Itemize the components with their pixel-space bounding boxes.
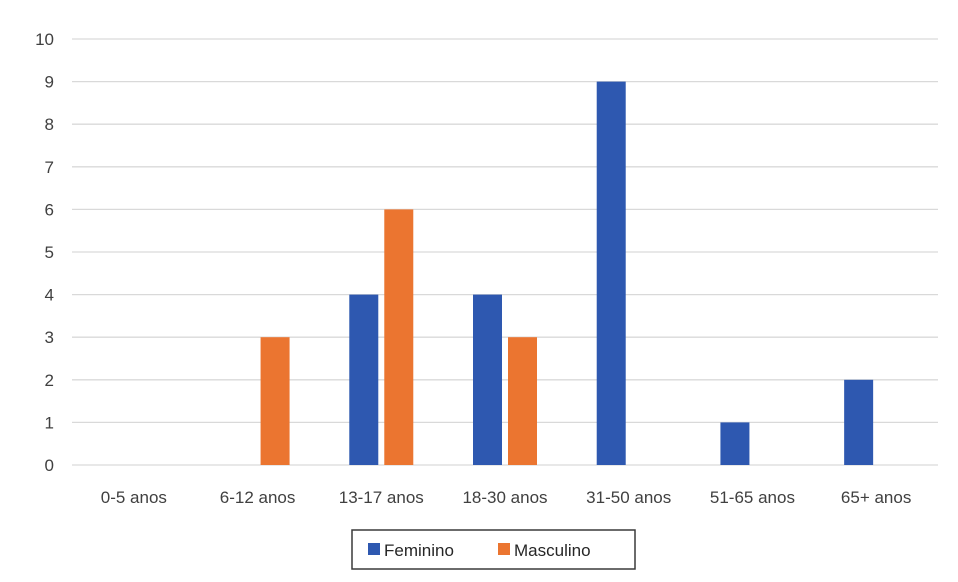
x-tick-label: 0-5 anos (101, 488, 167, 507)
x-tick-label: 6-12 anos (220, 488, 296, 507)
bar-feminino-6 (844, 379, 874, 465)
y-tick-label: 4 (45, 286, 54, 305)
x-tick-label: 31-50 anos (586, 488, 671, 507)
bars (260, 81, 874, 465)
legend-swatch-feminino (368, 543, 380, 555)
y-axis-ticks: 0 1 2 3 4 5 6 7 8 9 10 (35, 30, 54, 475)
bar-feminino-4 (596, 81, 626, 465)
bar-masculino-1 (260, 337, 290, 465)
y-tick-label: 8 (45, 115, 54, 134)
legend-swatch-masculino (498, 543, 510, 555)
legend: Feminino Masculino (351, 529, 636, 570)
x-axis-ticks: 0-5 anos 6-12 anos 13-17 anos 18-30 anos 31-… (101, 488, 912, 507)
y-tick-label: 7 (45, 158, 54, 177)
y-tick-label: 0 (45, 456, 54, 475)
y-tick-label: 5 (45, 243, 54, 262)
bar-feminino-2 (349, 294, 379, 465)
y-tick-label: 1 (45, 413, 54, 432)
legend-box (351, 529, 636, 570)
x-tick-label: 51-65 anos (710, 488, 795, 507)
legend-label-feminino: Feminino (384, 541, 454, 560)
x-tick-label: 18-30 anos (462, 488, 547, 507)
y-tick-label: 9 (45, 73, 54, 92)
x-tick-label: 13-17 anos (339, 488, 424, 507)
legend-label-masculino: Masculino (514, 541, 591, 560)
bar-masculino-3 (508, 337, 537, 465)
bar-masculino-2 (384, 209, 414, 465)
bar-feminino-5 (720, 422, 750, 465)
y-tick-label: 2 (45, 371, 54, 390)
y-tick-label: 3 (45, 328, 54, 347)
x-tick-label: 65+ anos (841, 488, 911, 507)
y-tick-label: 6 (45, 200, 54, 219)
y-tick-label: 10 (35, 30, 54, 49)
gridlines (72, 38, 938, 466)
bar-feminino-3 (473, 294, 502, 465)
